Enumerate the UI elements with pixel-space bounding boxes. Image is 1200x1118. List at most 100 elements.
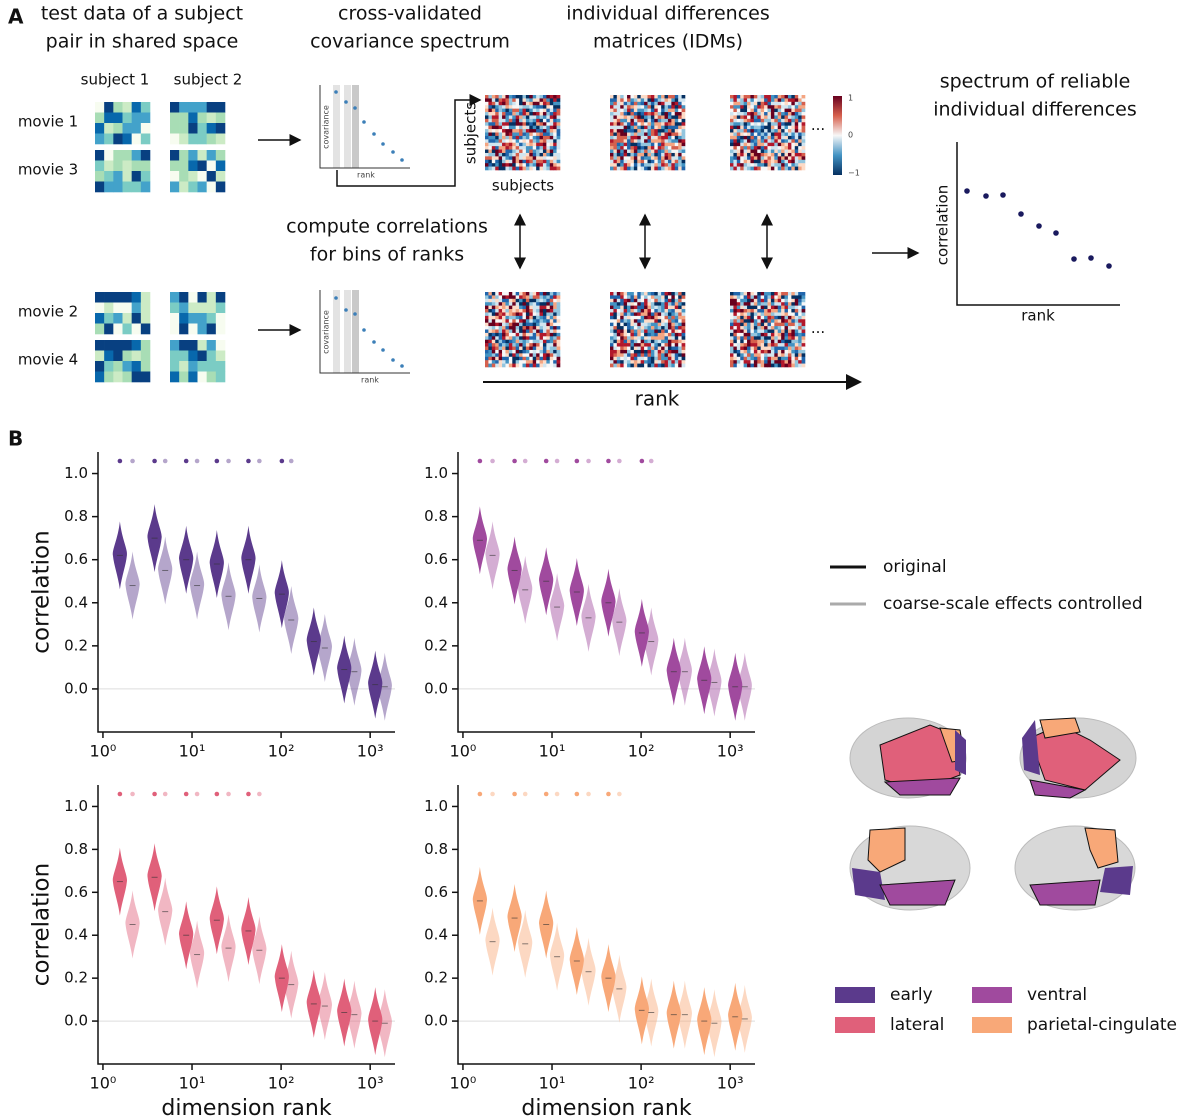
cell <box>764 332 768 337</box>
cell <box>791 349 796 354</box>
cell <box>736 166 741 171</box>
cell <box>764 302 768 306</box>
cell <box>620 115 624 120</box>
cell <box>794 112 799 116</box>
cell <box>644 108 648 113</box>
cell <box>549 319 554 323</box>
cell <box>525 346 530 351</box>
x-tick-label: 10² <box>628 742 655 761</box>
cell <box>794 363 799 368</box>
cell <box>678 312 682 317</box>
axis-label: rank <box>1021 307 1055 325</box>
cell <box>542 108 547 113</box>
cell <box>542 163 547 167</box>
cell <box>730 125 734 130</box>
cell <box>532 156 537 161</box>
cell <box>519 339 523 344</box>
cell <box>644 339 648 344</box>
cell <box>620 360 624 364</box>
cell <box>113 292 123 303</box>
cell <box>633 319 638 323</box>
cell <box>730 95 734 99</box>
cell <box>536 122 540 126</box>
cell <box>536 343 540 347</box>
cell <box>637 356 641 361</box>
cell <box>757 152 761 157</box>
cell <box>650 322 655 327</box>
cell <box>743 112 748 116</box>
cell <box>529 101 534 106</box>
cell <box>681 118 686 123</box>
cell <box>750 360 755 364</box>
cell <box>784 339 789 344</box>
cell <box>508 302 513 306</box>
cell <box>743 356 748 361</box>
cell <box>485 322 489 327</box>
cell <box>502 125 506 130</box>
cell <box>542 332 547 337</box>
cell <box>661 343 665 347</box>
cell <box>556 319 561 323</box>
cell <box>671 122 676 126</box>
heatmap <box>730 292 806 368</box>
cell <box>502 312 506 317</box>
cell <box>743 305 748 310</box>
cell <box>674 343 679 347</box>
cell <box>654 149 659 154</box>
cell <box>674 108 679 113</box>
cell <box>671 346 676 351</box>
cell <box>522 132 527 137</box>
cell <box>750 322 755 327</box>
cell <box>529 292 534 296</box>
dot <box>372 340 376 344</box>
cell <box>553 152 557 157</box>
cell <box>549 159 554 164</box>
cell <box>664 319 669 323</box>
heatmap <box>485 292 561 368</box>
cell <box>179 371 189 383</box>
x-tick-label: 10³ <box>717 1074 744 1093</box>
cell <box>627 139 631 144</box>
cell <box>512 319 516 323</box>
cell <box>529 156 534 161</box>
cell <box>644 101 648 106</box>
cell <box>131 171 142 182</box>
cell <box>671 339 676 344</box>
cell <box>801 159 806 164</box>
cell <box>781 309 785 313</box>
cell <box>774 118 779 123</box>
cell <box>495 139 499 144</box>
cell <box>556 315 561 320</box>
cell <box>546 139 551 144</box>
cell <box>170 292 180 303</box>
cell <box>733 129 738 133</box>
cell <box>736 149 741 154</box>
cell <box>784 125 789 130</box>
cell <box>678 108 682 113</box>
cell <box>546 132 551 137</box>
cell <box>784 353 789 358</box>
cell <box>736 163 741 167</box>
cell <box>757 343 761 347</box>
cell <box>750 163 755 167</box>
cell <box>522 98 527 103</box>
cell <box>525 329 530 334</box>
cell <box>529 336 534 341</box>
cell <box>784 129 789 133</box>
cell <box>515 115 520 120</box>
cell <box>767 95 772 99</box>
cell <box>488 363 493 368</box>
cell <box>542 346 547 351</box>
cell <box>747 336 751 341</box>
cell <box>657 298 662 303</box>
cell <box>613 363 618 368</box>
cell <box>630 329 635 334</box>
cell <box>536 339 540 344</box>
cell <box>661 139 665 144</box>
cell <box>736 353 741 358</box>
cell <box>743 135 748 140</box>
cell <box>650 152 655 157</box>
cell <box>637 346 641 351</box>
cell <box>654 166 659 171</box>
cell <box>206 340 217 351</box>
